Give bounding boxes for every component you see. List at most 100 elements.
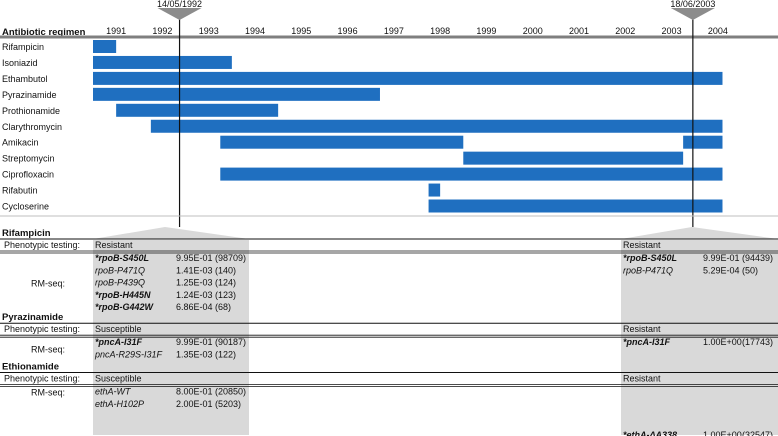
year-label: 1994 — [245, 26, 265, 36]
read-count: (123) — [215, 290, 236, 300]
sampling-date: 18/06/2003 — [670, 0, 715, 9]
regimen-bar — [463, 151, 684, 165]
section-title: Pyrazinamide — [2, 312, 63, 323]
mutation-frequency: 1.25E-03 — [176, 278, 213, 288]
rmseq-label: RM-seq: — [31, 279, 65, 289]
drug-label: Ciprofloxacin — [2, 170, 54, 180]
year-label: 2003 — [662, 26, 682, 36]
year-label: 2001 — [569, 26, 589, 36]
shade-fan-right — [621, 227, 778, 239]
phenotypic-label: Phenotypic testing: — [4, 324, 80, 334]
year-label: 1995 — [291, 26, 311, 36]
regimen-bars — [93, 40, 723, 213]
year-labels: 1991 1992 1993 1994 1995 1996 1997 1998 1999 2000… — [106, 26, 728, 36]
mutation-frequency: 6.86E-04 — [176, 302, 213, 312]
phenotype-right: Resistant — [623, 240, 661, 250]
sampling-arrow — [157, 8, 202, 20]
drug-labels: Rifampicin Isoniazid Ethambutol Pyrazinamid… — [2, 42, 62, 212]
regimen-bar — [683, 135, 723, 149]
mutation-name: ethA-H102P — [95, 399, 144, 409]
sampling-arrow — [670, 8, 715, 20]
read-count: (20850) — [215, 387, 246, 397]
year-label: 2002 — [615, 26, 635, 36]
mutation-frequency: 9.99E-01 — [703, 253, 740, 263]
drug-label: Cycloserine — [2, 202, 49, 212]
year-label: 2004 — [708, 26, 728, 36]
sampling-date: 14/05/1992 — [157, 0, 202, 9]
regimen-bar — [150, 119, 723, 133]
read-count: (5203) — [215, 399, 241, 409]
mutation-frequency: 1.00E+00 — [703, 337, 742, 347]
mutation-frequency: 9.99E-01 — [176, 337, 213, 347]
drug-label: Isoniazid — [2, 58, 38, 68]
drug-label: Rifabutin — [2, 186, 38, 196]
year-label: 1992 — [152, 26, 172, 36]
year-label: 1991 — [106, 26, 126, 36]
mutation-name: rpoB-P471Q — [623, 265, 673, 275]
mutation-name: *rpoB-S450L — [623, 253, 677, 263]
mutation-name: ethA-WT — [95, 387, 132, 397]
mutation-name: *pncA-I31F — [623, 337, 671, 347]
year-label: 2000 — [523, 26, 543, 36]
read-count: (124) — [215, 278, 236, 288]
mutation-name: *rpoB-G442W — [95, 302, 155, 312]
phenotype-left: Resistant — [95, 240, 133, 250]
read-count: (32547) — [742, 430, 773, 436]
regimen-bar — [428, 183, 441, 197]
mutation-name: *pncA-I31F — [95, 337, 143, 347]
read-count: (90187) — [215, 337, 246, 347]
read-count: (122) — [215, 350, 236, 360]
drug-label: Streptomycin — [2, 154, 55, 164]
mutation-frequency: 1.41E-03 — [176, 265, 213, 275]
drug-label: Ethambutol — [2, 74, 48, 84]
regimen-bar — [93, 40, 117, 53]
rmseq-label: RM-seq: — [31, 388, 65, 398]
regimen-header: Antibiotic regimen — [2, 27, 86, 38]
regimen-bar — [93, 55, 232, 69]
regimen-bar — [93, 87, 380, 101]
drug-label: Rifampicin — [2, 42, 44, 52]
phenotype-right: Resistant — [623, 374, 661, 384]
drug-label: Amikacin — [2, 138, 39, 148]
regimen-bar — [116, 103, 279, 117]
mutation-frequency: 1.35E-03 — [176, 350, 213, 360]
read-count: (140) — [215, 265, 236, 275]
phenotype-right: Resistant — [623, 324, 661, 334]
read-count: (94439) — [742, 253, 773, 263]
mutation-name: *rpoB-S450L — [95, 253, 149, 263]
regimen-bar — [93, 71, 723, 85]
phenotypic-label: Phenotypic testing: — [4, 240, 80, 250]
mutation-name: pncA-R29S-I31F — [94, 350, 163, 360]
section-title: Rifampicin — [2, 228, 51, 239]
mutation-name: rpoB-P471Q — [95, 265, 145, 275]
regimen-bar — [220, 167, 723, 181]
phenotypic-label: Phenotypic testing: — [4, 374, 80, 384]
mutation-frequency: 9.95E-01 — [176, 253, 213, 263]
year-label: 1996 — [338, 26, 358, 36]
phenotype-left: Susceptible — [95, 324, 142, 334]
shade-fan-left — [93, 227, 249, 239]
year-label: 1997 — [384, 26, 404, 36]
mutation-frequency: 1.00E+00 — [703, 430, 742, 436]
read-count: (50) — [742, 265, 758, 275]
mutation-name: *ethA-ΔA338 — [623, 430, 677, 436]
year-label: 1999 — [476, 26, 496, 36]
mutation-frequency: 2.00E-01 — [176, 399, 213, 409]
mutation-name: rpoB-P439Q — [95, 278, 145, 288]
read-count: (68) — [215, 302, 231, 312]
mutation-frequency: 8.00E-01 — [176, 387, 213, 397]
read-count: (17743) — [742, 337, 773, 347]
mutation-frequency: 5.29E-04 — [703, 265, 740, 275]
section-title: Ethionamide — [2, 362, 59, 373]
rmseq-label: RM-seq: — [31, 344, 65, 354]
year-label: 1993 — [199, 26, 219, 36]
drug-label: Clarythromycin — [2, 122, 62, 132]
mutation-frequency: 1.24E-03 — [176, 290, 213, 300]
drug-label: Pyrazinamide — [2, 90, 57, 100]
year-label: 1998 — [430, 26, 450, 36]
regimen-bar — [428, 199, 723, 213]
drug-label: Prothionamide — [2, 106, 60, 116]
mutation-name: *rpoB-H445N — [95, 290, 151, 300]
